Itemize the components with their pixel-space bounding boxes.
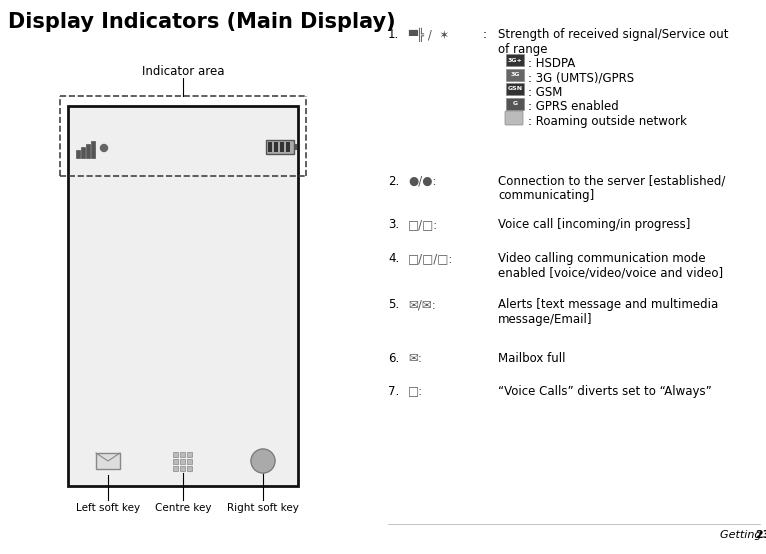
Text: 7.: 7.	[388, 385, 399, 398]
Text: Strength of received signal/Service out: Strength of received signal/Service out	[498, 28, 728, 41]
Text: 2.: 2.	[388, 175, 399, 188]
Bar	[81, 147, 84, 158]
Text: 3G: 3G	[510, 72, 520, 77]
Text: □/□:: □/□:	[408, 218, 438, 231]
Bar	[286, 142, 290, 152]
Text: Mailbox full: Mailbox full	[498, 352, 565, 365]
Text: 3.: 3.	[388, 218, 399, 231]
Text: 23: 23	[755, 530, 766, 540]
Text: of range: of range	[498, 43, 548, 55]
Text: 5.: 5.	[388, 298, 399, 311]
Text: Display Indicators (Main Display): Display Indicators (Main Display)	[8, 12, 395, 32]
Text: :: :	[483, 28, 487, 41]
Circle shape	[100, 145, 107, 151]
Text: ✉:: ✉:	[408, 352, 422, 365]
Bar	[173, 459, 178, 464]
Text: enabled [voice/video/voice and video]: enabled [voice/video/voice and video]	[498, 266, 723, 280]
Text: : GPRS enabled: : GPRS enabled	[528, 100, 619, 114]
Text: Video calling communication mode: Video calling communication mode	[498, 252, 705, 265]
Text: ●/●:: ●/●:	[408, 175, 437, 188]
FancyBboxPatch shape	[266, 140, 294, 154]
Bar	[76, 150, 80, 158]
Text: 1.: 1.	[388, 28, 399, 41]
FancyBboxPatch shape	[505, 111, 523, 125]
Bar	[187, 466, 192, 471]
Bar	[91, 141, 94, 158]
Bar	[173, 466, 178, 471]
Bar	[280, 142, 284, 152]
Text: Alerts [text message and multimedia: Alerts [text message and multimedia	[498, 298, 719, 311]
FancyBboxPatch shape	[506, 98, 524, 110]
Text: 6.: 6.	[388, 352, 399, 365]
Bar	[86, 144, 90, 158]
Text: 3G+: 3G+	[508, 58, 522, 63]
Text: □:: □:	[408, 385, 423, 398]
Text: ▀╠ /  ✶: ▀╠ / ✶	[408, 28, 449, 42]
Circle shape	[251, 449, 275, 473]
Bar	[187, 452, 192, 457]
Text: message/Email]: message/Email]	[498, 312, 592, 326]
Text: GSN: GSN	[507, 86, 522, 91]
Text: 4.: 4.	[388, 252, 399, 265]
Text: □/□/□:: □/□/□:	[408, 252, 453, 265]
FancyBboxPatch shape	[68, 106, 298, 486]
Text: Centre key: Centre key	[155, 503, 211, 513]
Text: Voice call [incoming/in progress]: Voice call [incoming/in progress]	[498, 218, 690, 231]
Text: “Voice Calls” diverts set to “Always”: “Voice Calls” diverts set to “Always”	[498, 385, 712, 398]
Text: Left soft key: Left soft key	[76, 503, 140, 513]
Text: : 3G (UMTS)/GPRS: : 3G (UMTS)/GPRS	[528, 71, 634, 85]
Bar	[180, 459, 185, 464]
Bar	[173, 452, 178, 457]
FancyBboxPatch shape	[506, 54, 524, 66]
Text: : GSM: : GSM	[528, 86, 562, 99]
Text: ✉/✉:: ✉/✉:	[408, 298, 436, 311]
Text: Indicator area: Indicator area	[142, 65, 224, 78]
Bar	[274, 142, 278, 152]
Bar	[180, 466, 185, 471]
Bar	[187, 459, 192, 464]
Text: Getting Started: Getting Started	[720, 530, 766, 540]
Text: G: G	[512, 101, 518, 106]
Bar	[96, 453, 120, 469]
Text: Right soft key: Right soft key	[227, 503, 299, 513]
Text: communicating]: communicating]	[498, 189, 594, 203]
Bar	[294, 144, 297, 150]
Text: : Roaming outside network: : Roaming outside network	[528, 115, 687, 128]
Bar	[180, 452, 185, 457]
Text: Connection to the server [established/: Connection to the server [established/	[498, 175, 725, 188]
FancyBboxPatch shape	[506, 69, 524, 80]
Bar	[268, 142, 272, 152]
Text: : HSDPA: : HSDPA	[528, 57, 575, 70]
FancyBboxPatch shape	[506, 83, 524, 95]
